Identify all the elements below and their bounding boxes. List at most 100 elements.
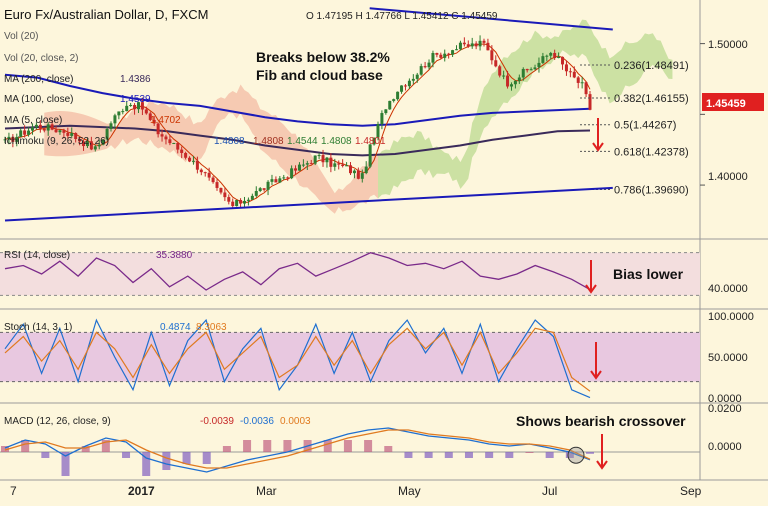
arrow-down-stoch-head <box>590 370 602 380</box>
ma5-label: MA (5, close) <box>4 115 62 126</box>
macd-histogram-bar <box>263 440 272 452</box>
stoch-d-value: 8.3063 <box>196 322 227 333</box>
macd-histogram-bar <box>525 452 534 453</box>
candle-body <box>121 111 125 113</box>
ohlc-readout: O 1.47195 H 1.47766 L 1.45412 C 1.45459 <box>306 11 498 22</box>
stoch-k-value: 0.4874 <box>160 322 191 333</box>
candle-body <box>195 160 199 170</box>
candle-body <box>262 188 266 190</box>
candle-body <box>533 67 537 70</box>
candle-body <box>27 130 31 135</box>
candle-body <box>439 54 443 58</box>
candle-body <box>176 143 180 150</box>
candle-body <box>89 141 93 150</box>
candle-body <box>109 123 113 129</box>
candle-body <box>474 43 478 47</box>
candle-body <box>494 60 498 67</box>
ichimoku-label: Ichimoku (9, 26, 52, 26) <box>4 136 109 147</box>
candle-body <box>517 77 521 81</box>
candle-body <box>557 56 561 59</box>
ichimoku-cloud-bearish <box>44 84 378 214</box>
candle-body <box>70 133 74 136</box>
candle-body <box>19 130 23 137</box>
rsi-label: RSI (14, close) <box>4 250 70 261</box>
candle-body <box>235 200 239 207</box>
candle-body <box>462 42 466 45</box>
candle-body <box>85 141 89 147</box>
arrow-down-price-head <box>592 142 604 152</box>
candle-body <box>584 82 588 95</box>
candle-body <box>266 181 270 190</box>
macd-histogram-bar <box>384 446 393 452</box>
ichimoku-value-3: 1.4544 <box>287 136 318 147</box>
candle-body <box>317 155 321 157</box>
candle-body <box>15 136 19 142</box>
ichimoku-cloud-bullish <box>377 19 673 199</box>
macd-histogram-bar <box>162 452 171 470</box>
candle-body <box>58 130 62 133</box>
ichimoku-value-2: 1.4808 <box>253 136 284 147</box>
candle-body <box>270 179 274 182</box>
candle-body <box>403 85 407 87</box>
macd-histogram-bar <box>545 452 554 458</box>
candle-body <box>502 75 506 77</box>
candle-body <box>305 163 309 165</box>
rsi-tick-label: 40.0000 <box>708 283 748 295</box>
rsi-band <box>0 252 700 296</box>
candle-body <box>458 42 462 50</box>
price-axis-area[interactable] <box>700 0 768 480</box>
time-label: Jul <box>542 484 557 498</box>
candle-body <box>451 50 455 55</box>
candle-body <box>380 113 384 125</box>
macd-histogram-bar <box>243 440 252 452</box>
candle-body <box>364 166 368 174</box>
candle-body <box>407 80 411 87</box>
candle-body <box>66 132 70 136</box>
macd-histogram-bar <box>505 452 514 458</box>
candle-body <box>219 187 223 193</box>
candle-body <box>3 139 7 141</box>
candle-body <box>7 136 11 140</box>
vol-label: Vol (20) <box>4 31 38 42</box>
candle-body <box>368 144 372 167</box>
candle-body <box>152 119 156 124</box>
ma200-value: 1.4386 <box>120 74 151 85</box>
last-price-badge <box>702 93 764 111</box>
macd-histogram-bar <box>586 452 594 454</box>
rsi-value: 35.3880 <box>156 250 193 261</box>
candle-body <box>329 157 333 167</box>
stoch-tick-label-0: 0.0000 <box>708 393 742 405</box>
candle-body <box>97 144 101 147</box>
candle-body <box>309 163 313 165</box>
macd-histogram-bar <box>21 440 30 452</box>
chart-title: Euro Fx/Australian Dollar, D, FXCM <box>4 7 208 22</box>
macd-histogram-bar <box>81 446 90 452</box>
ichimoku-value-5: 1.4801 <box>355 136 386 147</box>
candle-body <box>529 69 533 71</box>
annotation-breaks-line2: Fib and cloud base <box>256 67 383 83</box>
annotation-breaks-line1: Breaks below 38.2% <box>256 49 390 65</box>
candle-body <box>294 168 298 171</box>
candle-body <box>117 111 121 116</box>
candle-body <box>290 168 294 179</box>
candle-body <box>419 66 423 75</box>
time-label: Sep <box>680 484 702 498</box>
macd-signal-line <box>4 429 591 469</box>
rsi-line <box>4 252 591 291</box>
trendline-lower <box>4 186 613 222</box>
candle-body <box>525 68 529 71</box>
trendline-upper <box>369 7 613 31</box>
candle-body <box>278 178 282 183</box>
candle-body <box>211 177 215 183</box>
candle-body <box>105 128 109 140</box>
time-label: Mar <box>256 484 277 498</box>
macd-histogram-bar <box>101 440 110 452</box>
candle-body <box>282 177 286 179</box>
candle-body <box>576 77 580 83</box>
candle-body <box>388 100 392 110</box>
candle-body <box>321 155 325 163</box>
candle-body <box>360 173 364 179</box>
candle-body <box>349 165 353 174</box>
macd-histogram-bar <box>122 452 131 458</box>
